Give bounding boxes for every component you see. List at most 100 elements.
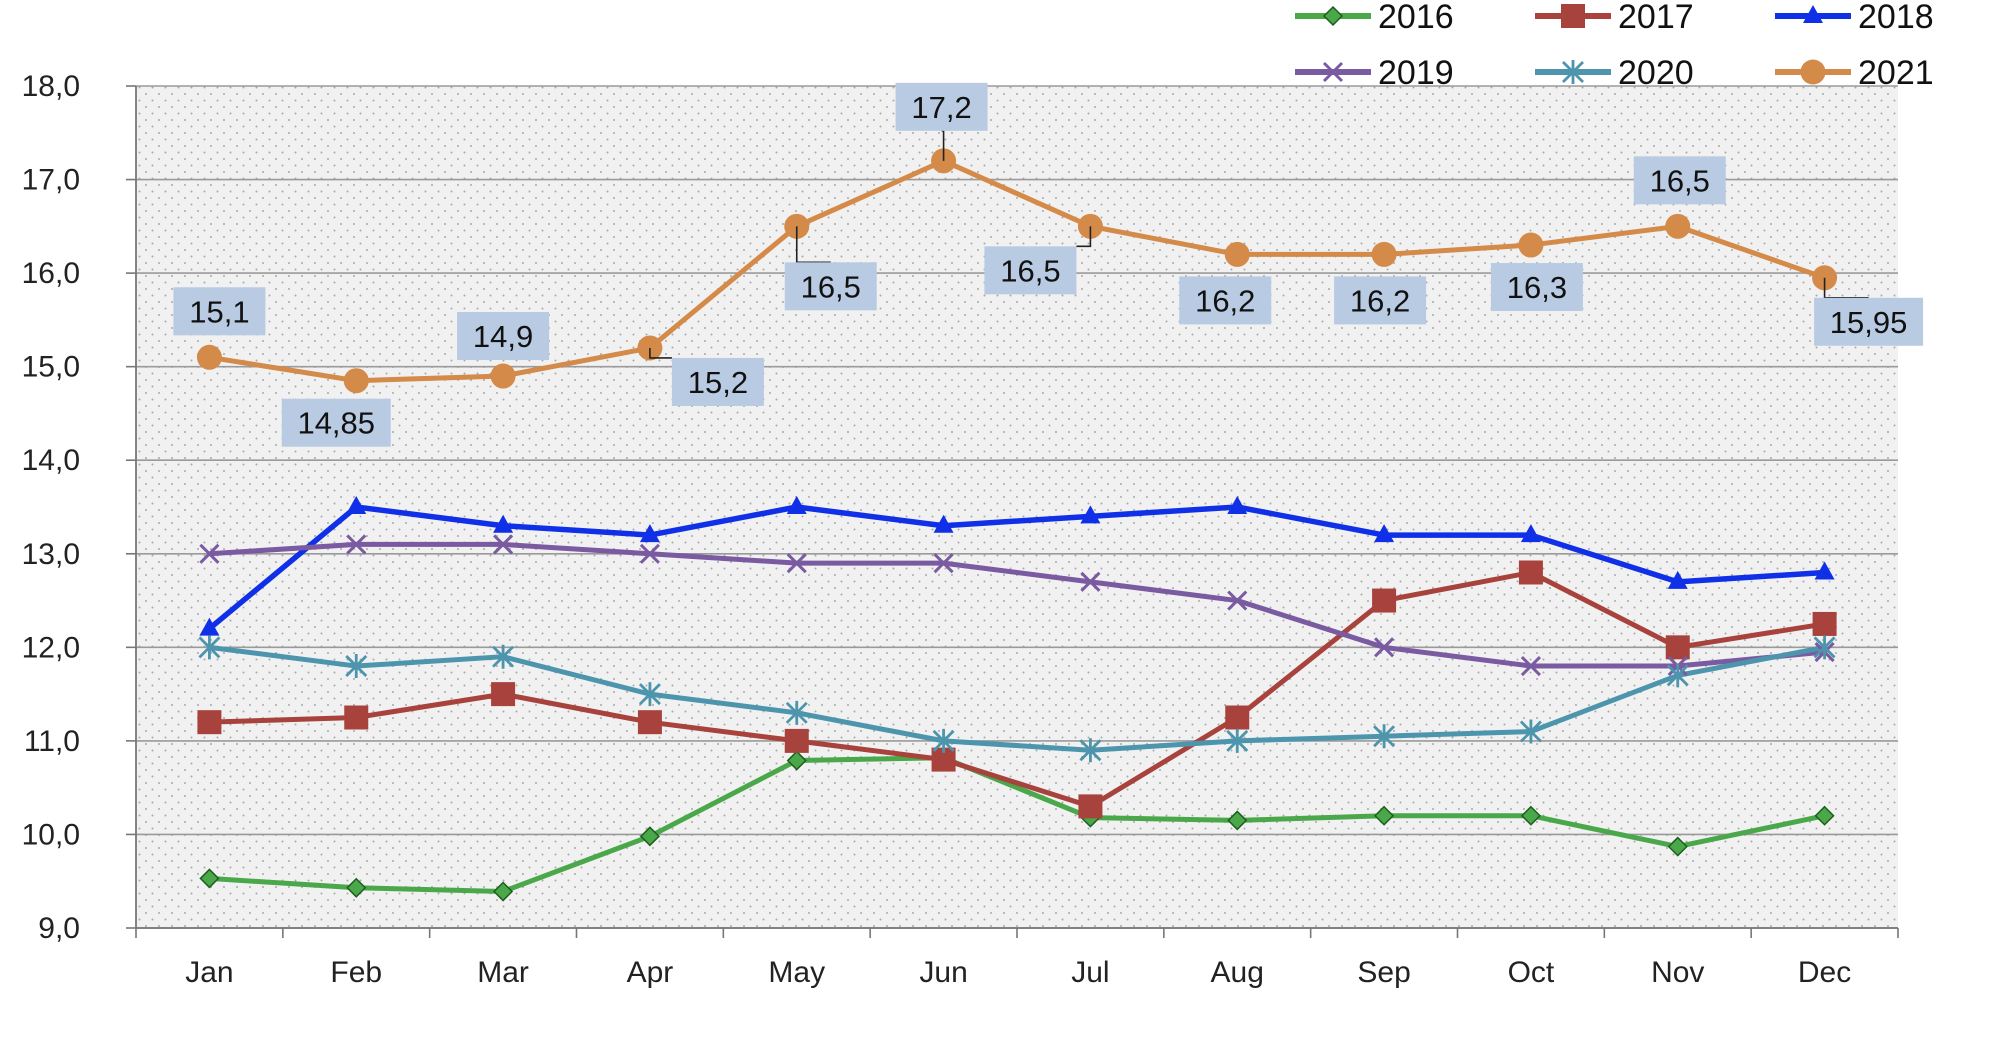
point-2017 bbox=[197, 710, 222, 735]
point-2018 bbox=[1080, 505, 1101, 524]
data-label: 14,9 bbox=[473, 319, 533, 354]
data-label-box bbox=[173, 287, 266, 336]
point-2020 bbox=[1079, 738, 1102, 763]
series-lines bbox=[207, 158, 1826, 895]
point-2021 bbox=[343, 368, 369, 394]
point-2020 bbox=[1666, 663, 1689, 688]
point-2021 bbox=[1518, 232, 1544, 258]
data-label-box bbox=[784, 262, 877, 311]
point-2018 bbox=[1227, 496, 1248, 514]
legend-marker-2020 bbox=[1562, 60, 1584, 84]
y-tick-label: 18,0 bbox=[22, 70, 80, 103]
point-2016 bbox=[1520, 805, 1541, 826]
point-2021 bbox=[490, 363, 516, 389]
data-label-box bbox=[457, 312, 550, 361]
series-line-2018 bbox=[207, 504, 1825, 631]
data-label-box bbox=[281, 398, 391, 447]
legend-label-2019: 2019 bbox=[1378, 54, 1454, 92]
point-2017 bbox=[1078, 794, 1103, 819]
data-label-box bbox=[1334, 276, 1427, 325]
data-label-box bbox=[1490, 263, 1583, 312]
data-label: 15,1 bbox=[189, 294, 249, 329]
x-tick-label: Dec bbox=[1798, 956, 1851, 989]
data-label-box bbox=[895, 82, 988, 131]
point-2017 bbox=[637, 710, 662, 735]
y-tick-label: 16,0 bbox=[22, 257, 80, 290]
point-2018 bbox=[933, 514, 954, 533]
y-axis-tick-labels: 9,0 10,0 11,0 12,0 13,0 14,0 15,0 16,0 17,0 18,0 bbox=[22, 70, 80, 945]
point-2017 bbox=[491, 682, 516, 707]
point-2019 bbox=[199, 543, 220, 564]
x-tick-label: Mar bbox=[477, 956, 529, 989]
point-2019 bbox=[1520, 655, 1541, 677]
data-label: 16,2 bbox=[1195, 283, 1255, 318]
point-2016 bbox=[1374, 805, 1395, 826]
data-label: 16,5 bbox=[801, 269, 861, 304]
data-label: 15,95 bbox=[1830, 305, 1908, 340]
data-label: 16,5 bbox=[1000, 253, 1060, 288]
point-2018 bbox=[639, 524, 660, 543]
data-label-leader bbox=[1076, 226, 1092, 248]
point-2018 bbox=[199, 617, 220, 636]
point-2020 bbox=[1373, 724, 1396, 749]
point-2021 bbox=[1371, 241, 1397, 267]
point-2017 bbox=[344, 705, 369, 730]
point-2018 bbox=[1374, 524, 1395, 543]
point-2017 bbox=[784, 728, 809, 753]
x-tick-label: Oct bbox=[1508, 956, 1555, 989]
legend-label-2020: 2020 bbox=[1618, 54, 1694, 92]
x-axis-tick-labels: Jan Feb Mar Apr May Jun Jul Aug Sep Oct Nov Dec bbox=[185, 956, 1851, 989]
legend-marker-2018 bbox=[1803, 5, 1823, 23]
legend-marker-2021 bbox=[1800, 59, 1826, 85]
point-2018 bbox=[493, 514, 514, 533]
series-line-2021 bbox=[209, 158, 1826, 384]
point-2016 bbox=[1814, 805, 1835, 826]
y-tick-label: 17,0 bbox=[22, 164, 80, 197]
point-2020 bbox=[1519, 719, 1542, 744]
data-label-box bbox=[671, 357, 764, 406]
data-label-box bbox=[1814, 297, 1924, 346]
y-tick-label: 13,0 bbox=[22, 538, 80, 571]
data-label: 16,2 bbox=[1350, 283, 1410, 318]
point-2019 bbox=[346, 534, 367, 555]
gridlines bbox=[136, 85, 1898, 929]
y-tick-label: 15,0 bbox=[22, 351, 80, 384]
data-label-leader bbox=[649, 347, 672, 359]
data-label-box bbox=[1633, 156, 1726, 205]
point-2019 bbox=[1227, 590, 1248, 611]
x-tick-label: Feb bbox=[330, 956, 382, 989]
x-tick-label: May bbox=[768, 956, 825, 989]
point-2019 bbox=[786, 553, 807, 574]
data-label-box bbox=[984, 246, 1077, 295]
series-line-2020 bbox=[209, 644, 1826, 753]
point-2019 bbox=[1374, 637, 1395, 658]
point-2018 bbox=[346, 496, 367, 514]
series-markers bbox=[196, 148, 1838, 902]
data-label: 16,5 bbox=[1650, 163, 1710, 198]
point-2018 bbox=[1814, 561, 1835, 580]
point-2020 bbox=[198, 635, 221, 660]
point-2018 bbox=[1667, 570, 1688, 589]
point-2019 bbox=[493, 534, 514, 555]
point-2016 bbox=[786, 750, 807, 771]
point-2018 bbox=[786, 496, 807, 514]
legend: 2016 2017 2018 2019 2020 2021 bbox=[1295, 0, 1934, 92]
point-2020 bbox=[1813, 635, 1836, 660]
x-tick-label: Aug bbox=[1211, 956, 1264, 989]
point-2016 bbox=[493, 881, 514, 902]
point-2021 bbox=[196, 344, 222, 370]
point-2017 bbox=[1518, 560, 1543, 585]
legend-label-2017: 2017 bbox=[1618, 0, 1694, 36]
point-2017 bbox=[1225, 705, 1250, 730]
x-tick-label: Jul bbox=[1071, 956, 1109, 989]
point-2017 bbox=[1812, 611, 1837, 636]
point-2020 bbox=[345, 654, 368, 679]
data-labels: 15,1 14,85 14,9 15,2 16,5 17,2 16,5 16,2 16,2 16,… bbox=[173, 82, 1924, 447]
x-tick-label: Jan bbox=[185, 956, 233, 989]
legend-marker-2017 bbox=[1561, 4, 1585, 28]
y-tick-label: 12,0 bbox=[22, 631, 80, 664]
point-2019 bbox=[639, 543, 660, 564]
legend-marker-2016 bbox=[1322, 5, 1344, 27]
point-2021 bbox=[1224, 241, 1250, 267]
data-label: 16,3 bbox=[1507, 270, 1567, 305]
